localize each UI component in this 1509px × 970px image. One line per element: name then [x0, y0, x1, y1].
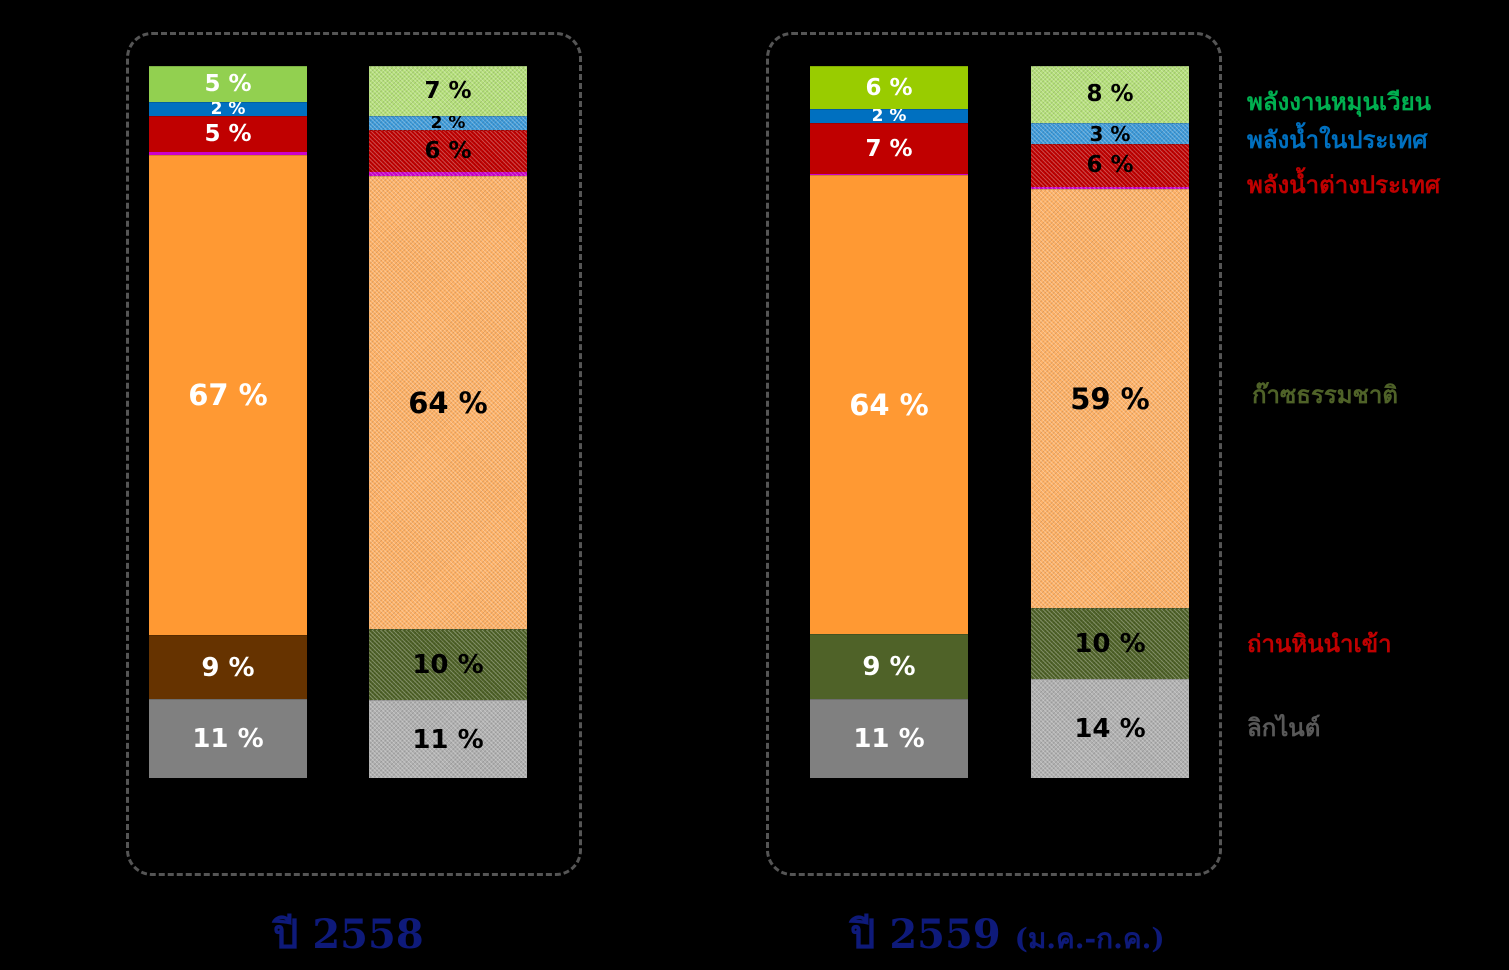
stacked-bar: 14 % 10 % 59 % 6 % 3 % 8 % [1031, 66, 1189, 778]
bar-segment-coal: 9 % [810, 634, 968, 700]
segment-value-label: 64 % [849, 387, 929, 422]
year-text: ปี 2559 [850, 911, 1001, 958]
segment-value-label: 6 % [424, 137, 472, 164]
segment-value-label: 2 % [871, 106, 907, 127]
segment-value-label: 59 % [1070, 381, 1150, 416]
bar-segment-renewable: 5 % [149, 66, 307, 102]
year-label: ปี 2558 [273, 902, 424, 966]
segment-value-label: 11 % [853, 724, 925, 755]
legend-entry: พลังน้ำต่างประเทศ [1247, 171, 1441, 199]
segment-value-label: 9 % [201, 652, 255, 683]
stacked-bar: 11 % 9 % 67 % 5 % 2 % 5 % [149, 66, 307, 778]
bar-segment-other [810, 173, 968, 176]
segment-value-label: 11 % [192, 724, 264, 755]
bar-segment-gas: 67 % [149, 155, 307, 635]
legend-entry: พลังน้ำในประเทศ [1247, 126, 1428, 154]
segment-value-label: 7 % [424, 77, 472, 104]
legend-entry: พลังงานหมุนเวียน [1247, 88, 1432, 116]
segment-value-label: 11 % [412, 724, 484, 755]
bar-segment-hydro_foreign: 6 % [1031, 144, 1189, 187]
segment-value-label: 5 % [204, 70, 252, 97]
bar-segment-renewable: 8 % [1031, 66, 1189, 123]
bar-segment-coal: 9 % [149, 634, 307, 700]
bar-segment-coal: 10 % [369, 629, 527, 701]
segment-value-label: 8 % [1086, 81, 1134, 108]
bar-segment-other [369, 172, 527, 177]
segment-value-label: 2 % [430, 112, 466, 133]
bar-segment-gas: 64 % [810, 175, 968, 635]
bar-segment-gas: 59 % [1031, 189, 1189, 608]
bar-segment-gas: 64 % [369, 176, 527, 630]
legend-entry: ถ่านหินนำเข้า [1247, 630, 1392, 658]
segment-value-label: 6 % [1086, 152, 1134, 179]
period-text: (ม.ค.-ก.ค.) [1014, 922, 1165, 955]
segment-value-label: 10 % [1074, 628, 1146, 659]
segment-value-label: 64 % [408, 385, 488, 420]
stacked-bar: 11 % 10 % 64 % 6 % 2 % 7 % [369, 66, 527, 778]
segment-value-label: 67 % [188, 378, 268, 413]
bar-segment-hydro_domestic: 2 % [149, 98, 307, 119]
bar-segment-hydro_domestic: 2 % [810, 106, 968, 127]
bar-segment-coal: 10 % [1031, 607, 1189, 679]
bar-segment-hydro_foreign: 7 % [810, 123, 968, 174]
bar-segment-other [149, 151, 307, 156]
bar-segment-lignite: 11 % [810, 699, 968, 778]
bar-segment-hydro_foreign: 6 % [369, 129, 527, 173]
segment-value-label: 3 % [1089, 121, 1131, 146]
segment-value-label: 6 % [865, 74, 913, 101]
year-group-frame [126, 32, 582, 876]
segment-value-label: 2 % [210, 98, 246, 119]
bar-segment-renewable: 7 % [369, 66, 527, 116]
bar-segment-other [1031, 186, 1189, 190]
segment-value-label: 7 % [865, 135, 913, 162]
year-text: ปี 2558 [273, 911, 424, 958]
legend-entry: ก๊าซธรรมชาติ [1252, 381, 1398, 409]
segment-value-label: 10 % [412, 650, 484, 681]
year-group-frame [766, 32, 1222, 876]
bar-segment-lignite: 11 % [369, 700, 527, 778]
bar-segment-lignite: 14 % [1031, 678, 1189, 778]
segment-value-label: 9 % [862, 652, 916, 683]
bar-segment-lignite: 11 % [149, 699, 307, 778]
legend-entry: ลิกไนต์ [1247, 714, 1321, 742]
stacked-bar: 11 % 9 % 64 % 7 % 2 % 6 % [810, 66, 968, 778]
segment-value-label: 5 % [204, 120, 252, 147]
bar-segment-hydro_foreign: 5 % [149, 116, 307, 152]
bar-segment-hydro_domestic: 3 % [1031, 121, 1189, 146]
bar-segment-renewable: 6 % [810, 66, 968, 110]
segment-value-label: 14 % [1074, 713, 1146, 744]
bar-segment-hydro_domestic: 2 % [369, 112, 527, 133]
year-label: ปี 2559 (ม.ค.-ก.ค.) [850, 902, 1165, 966]
